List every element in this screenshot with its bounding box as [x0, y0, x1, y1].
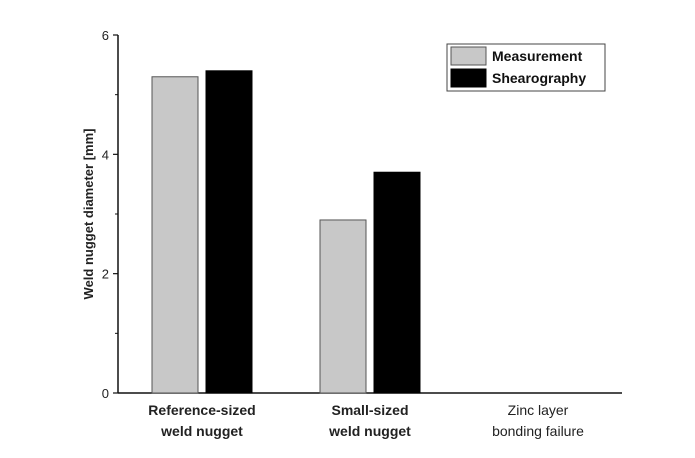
- y-tick-label: 2: [102, 267, 109, 282]
- x-category-label: bonding failure: [492, 423, 584, 439]
- bar-shearography-2: [373, 171, 421, 394]
- y-tick-label: 4: [102, 147, 109, 162]
- bar-shearography-1: [205, 70, 253, 394]
- legend-swatch-measurement: [450, 46, 487, 66]
- legend-swatch-shearography: [450, 68, 487, 88]
- x-category-label: Small-sized: [331, 402, 408, 418]
- y-tick-label: 6: [102, 28, 109, 43]
- x-category-label: Reference-sized: [148, 402, 255, 418]
- x-category-label: weld nugget: [328, 423, 411, 439]
- bars: [151, 70, 421, 394]
- y-axis-title: Weld nugget diameter [mm]: [81, 129, 96, 300]
- y-tick-label: 0: [102, 386, 109, 401]
- legend: Measurement Shearography: [446, 43, 606, 92]
- legend-label-shearography: Shearography: [492, 70, 586, 86]
- x-category-label: weld nugget: [160, 423, 243, 439]
- x-category-label: Zinc layer: [508, 402, 569, 418]
- x-category-labels: Reference-sized weld nugget Small-sized wel…: [148, 402, 584, 439]
- legend-label-measurement: Measurement: [492, 48, 583, 64]
- bar-measurement-2: [319, 219, 367, 394]
- y-ticks: 0 2 4 6: [102, 28, 118, 401]
- bar-measurement-1: [151, 76, 199, 394]
